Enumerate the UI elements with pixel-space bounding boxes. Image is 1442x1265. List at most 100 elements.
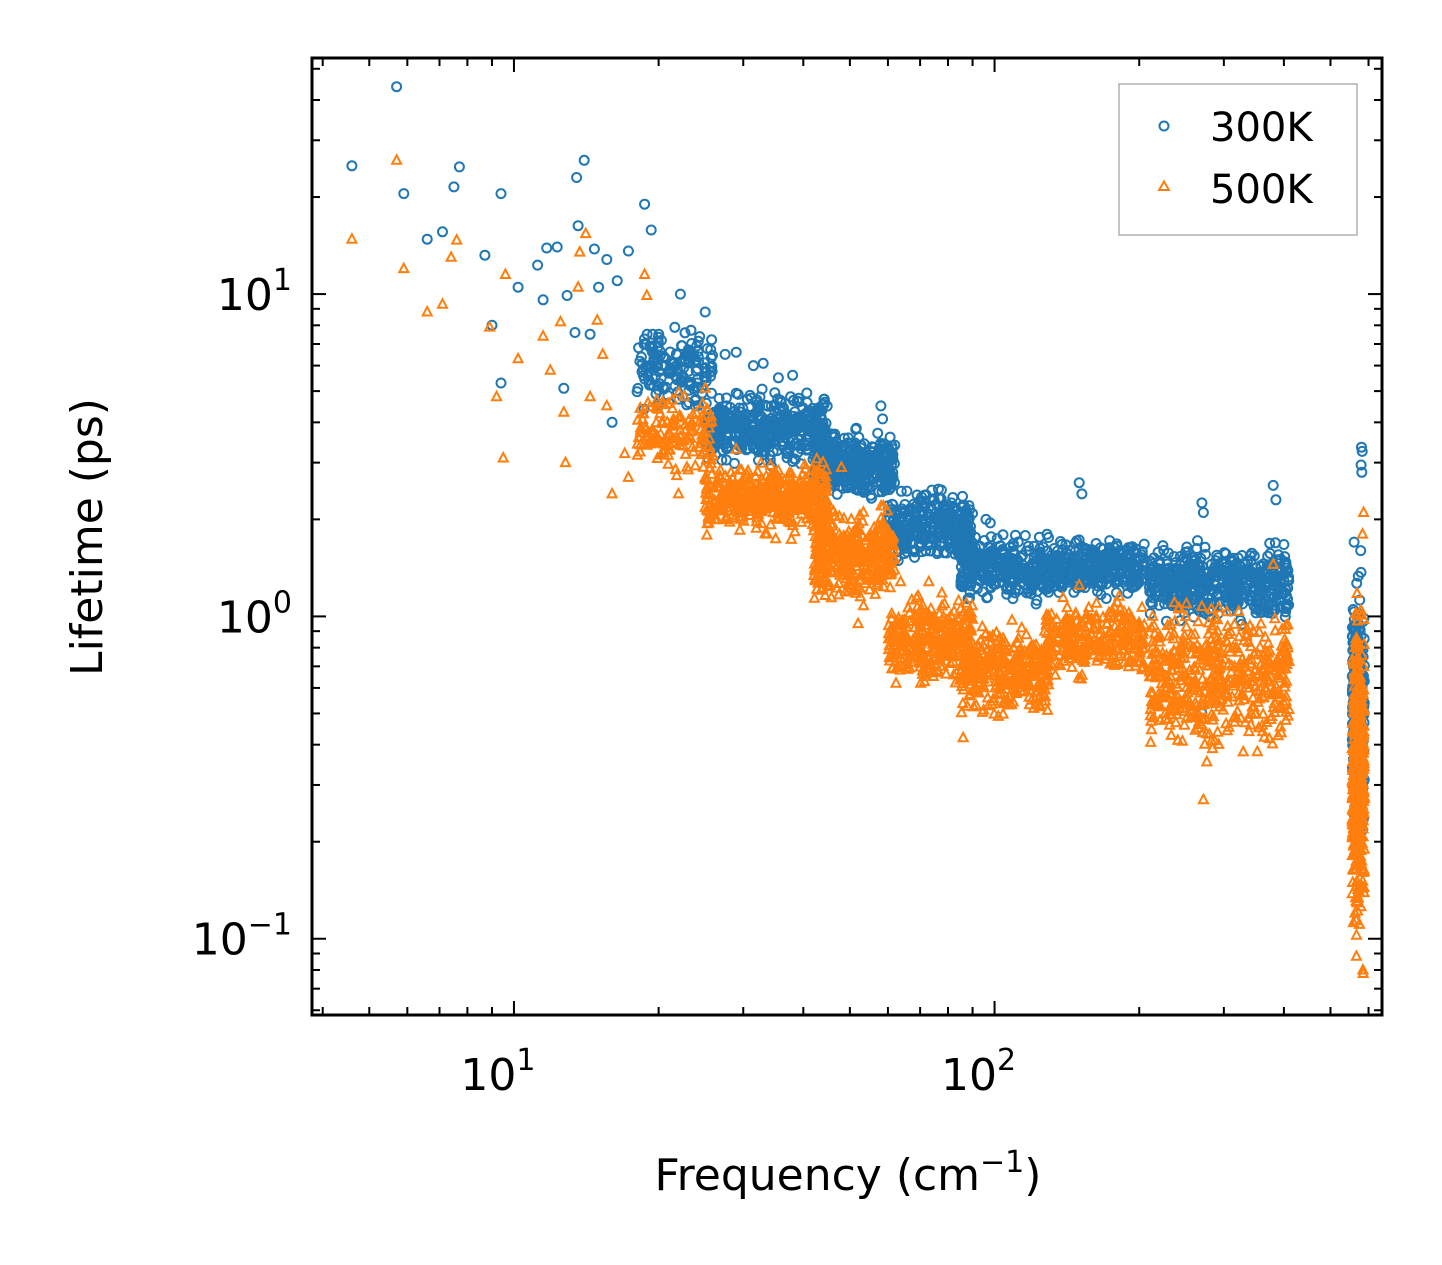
data-point-500k bbox=[936, 659, 950, 671]
data-point-500k bbox=[769, 531, 782, 544]
data-point-300k bbox=[699, 306, 711, 318]
data-point-300k bbox=[1097, 558, 1109, 569]
data-point-500k bbox=[1113, 602, 1127, 614]
data-point-500k bbox=[760, 526, 774, 539]
data-point-300k bbox=[584, 328, 596, 340]
data-point-500k bbox=[858, 576, 872, 589]
data-point-300k bbox=[1087, 566, 1099, 577]
data-point-500k bbox=[912, 623, 925, 636]
data-point-500k bbox=[1029, 684, 1042, 697]
data-point-300k bbox=[1199, 578, 1211, 590]
data-point-500k bbox=[1185, 627, 1198, 640]
data-point-500k bbox=[883, 638, 896, 650]
data-point-500k bbox=[868, 555, 882, 568]
data-point-300k bbox=[823, 440, 835, 452]
data-point-500k bbox=[1175, 673, 1189, 686]
data-point-300k bbox=[1197, 507, 1209, 518]
data-point-500k bbox=[1085, 642, 1098, 654]
data-point-500k bbox=[885, 606, 898, 619]
data-point-300k bbox=[1064, 544, 1076, 556]
data-point-300k bbox=[611, 275, 623, 287]
data-point-300k bbox=[448, 181, 460, 193]
data-point-300k bbox=[732, 388, 744, 400]
data-point-500k bbox=[963, 672, 976, 684]
data-point-300k bbox=[1262, 607, 1274, 619]
data-point-500k bbox=[972, 685, 985, 697]
data-point-300k bbox=[1043, 532, 1054, 543]
data-point-300k bbox=[1267, 479, 1279, 491]
data-point-300k bbox=[578, 154, 590, 166]
data-point-500k bbox=[819, 588, 832, 600]
data-point-300k bbox=[875, 400, 887, 412]
data-point-500k bbox=[936, 641, 950, 654]
data-point-500k bbox=[631, 413, 644, 425]
data-point-300k bbox=[883, 466, 895, 478]
data-point-500k bbox=[883, 580, 897, 593]
data-point-500k bbox=[754, 456, 768, 468]
data-point-500k bbox=[958, 663, 972, 676]
data-point-500k bbox=[903, 640, 916, 653]
data-point-500k bbox=[1118, 613, 1131, 626]
data-point-500k bbox=[1056, 590, 1070, 603]
data-point-500k bbox=[1001, 692, 1014, 704]
data-point-500k bbox=[960, 596, 973, 608]
data-point-500k bbox=[1237, 744, 1250, 757]
data-point-300k bbox=[669, 321, 681, 333]
data-point-500k bbox=[825, 590, 838, 603]
data-point-500k bbox=[1118, 655, 1131, 668]
data-point-500k bbox=[1200, 754, 1213, 767]
data-point-300k bbox=[813, 416, 825, 428]
data-point-500k bbox=[1164, 617, 1177, 629]
data-point-500k bbox=[1049, 667, 1062, 680]
data-point-500k bbox=[944, 617, 957, 630]
data-point-500k bbox=[875, 546, 888, 559]
data-point-500k bbox=[937, 609, 950, 622]
data-point-500k bbox=[1100, 616, 1114, 628]
data-point-300k bbox=[1034, 579, 1045, 590]
data-point-300k bbox=[707, 349, 718, 361]
data-point-500k bbox=[1180, 596, 1193, 609]
data-point-300k bbox=[956, 516, 968, 528]
data-point-500k bbox=[755, 500, 768, 512]
data-point-300k bbox=[938, 547, 950, 559]
data-point-300k bbox=[785, 391, 797, 403]
data-point-500k bbox=[1078, 620, 1091, 632]
data-point-300k bbox=[1270, 494, 1282, 506]
data-point-500k bbox=[1076, 641, 1089, 653]
data-point-500k bbox=[1067, 619, 1080, 631]
data-point-500k bbox=[1225, 665, 1238, 677]
data-point-500k bbox=[689, 458, 702, 471]
data-point-300k bbox=[909, 551, 921, 563]
data-point-300k bbox=[729, 421, 741, 432]
data-point-300k bbox=[715, 433, 726, 445]
data-point-300k bbox=[949, 522, 961, 534]
data-point-300k bbox=[983, 548, 995, 560]
data-point-300k bbox=[1356, 466, 1368, 478]
data-point-500k bbox=[1221, 695, 1235, 707]
data-point-300k bbox=[572, 220, 584, 232]
data-point-300k bbox=[1019, 530, 1031, 541]
data-point-500k bbox=[939, 666, 953, 679]
data-point-500k bbox=[894, 651, 908, 664]
data-point-500k bbox=[654, 427, 667, 439]
data-point-300k bbox=[1153, 599, 1165, 611]
data-point-300k bbox=[766, 428, 778, 440]
data-point-500k bbox=[749, 469, 762, 481]
data-point-500k bbox=[872, 568, 885, 581]
data-point-300k bbox=[1181, 541, 1193, 553]
data-point-500k bbox=[742, 472, 756, 485]
data-point-500k bbox=[1266, 736, 1279, 749]
data-point-500k bbox=[1029, 660, 1043, 673]
data-point-500k bbox=[1241, 622, 1254, 634]
data-point-300k bbox=[1122, 587, 1134, 599]
data-point-500k bbox=[1216, 702, 1230, 715]
data-point-300k bbox=[1197, 589, 1209, 601]
data-point-300k bbox=[398, 188, 410, 200]
data-point-500k bbox=[910, 643, 924, 656]
data-point-500k bbox=[818, 560, 832, 573]
data-point-500k bbox=[1012, 631, 1025, 643]
data-point-500k bbox=[922, 574, 935, 587]
data-point-300k bbox=[1240, 582, 1252, 594]
data-point-500k bbox=[1060, 636, 1073, 649]
data-point-300k bbox=[706, 360, 718, 372]
